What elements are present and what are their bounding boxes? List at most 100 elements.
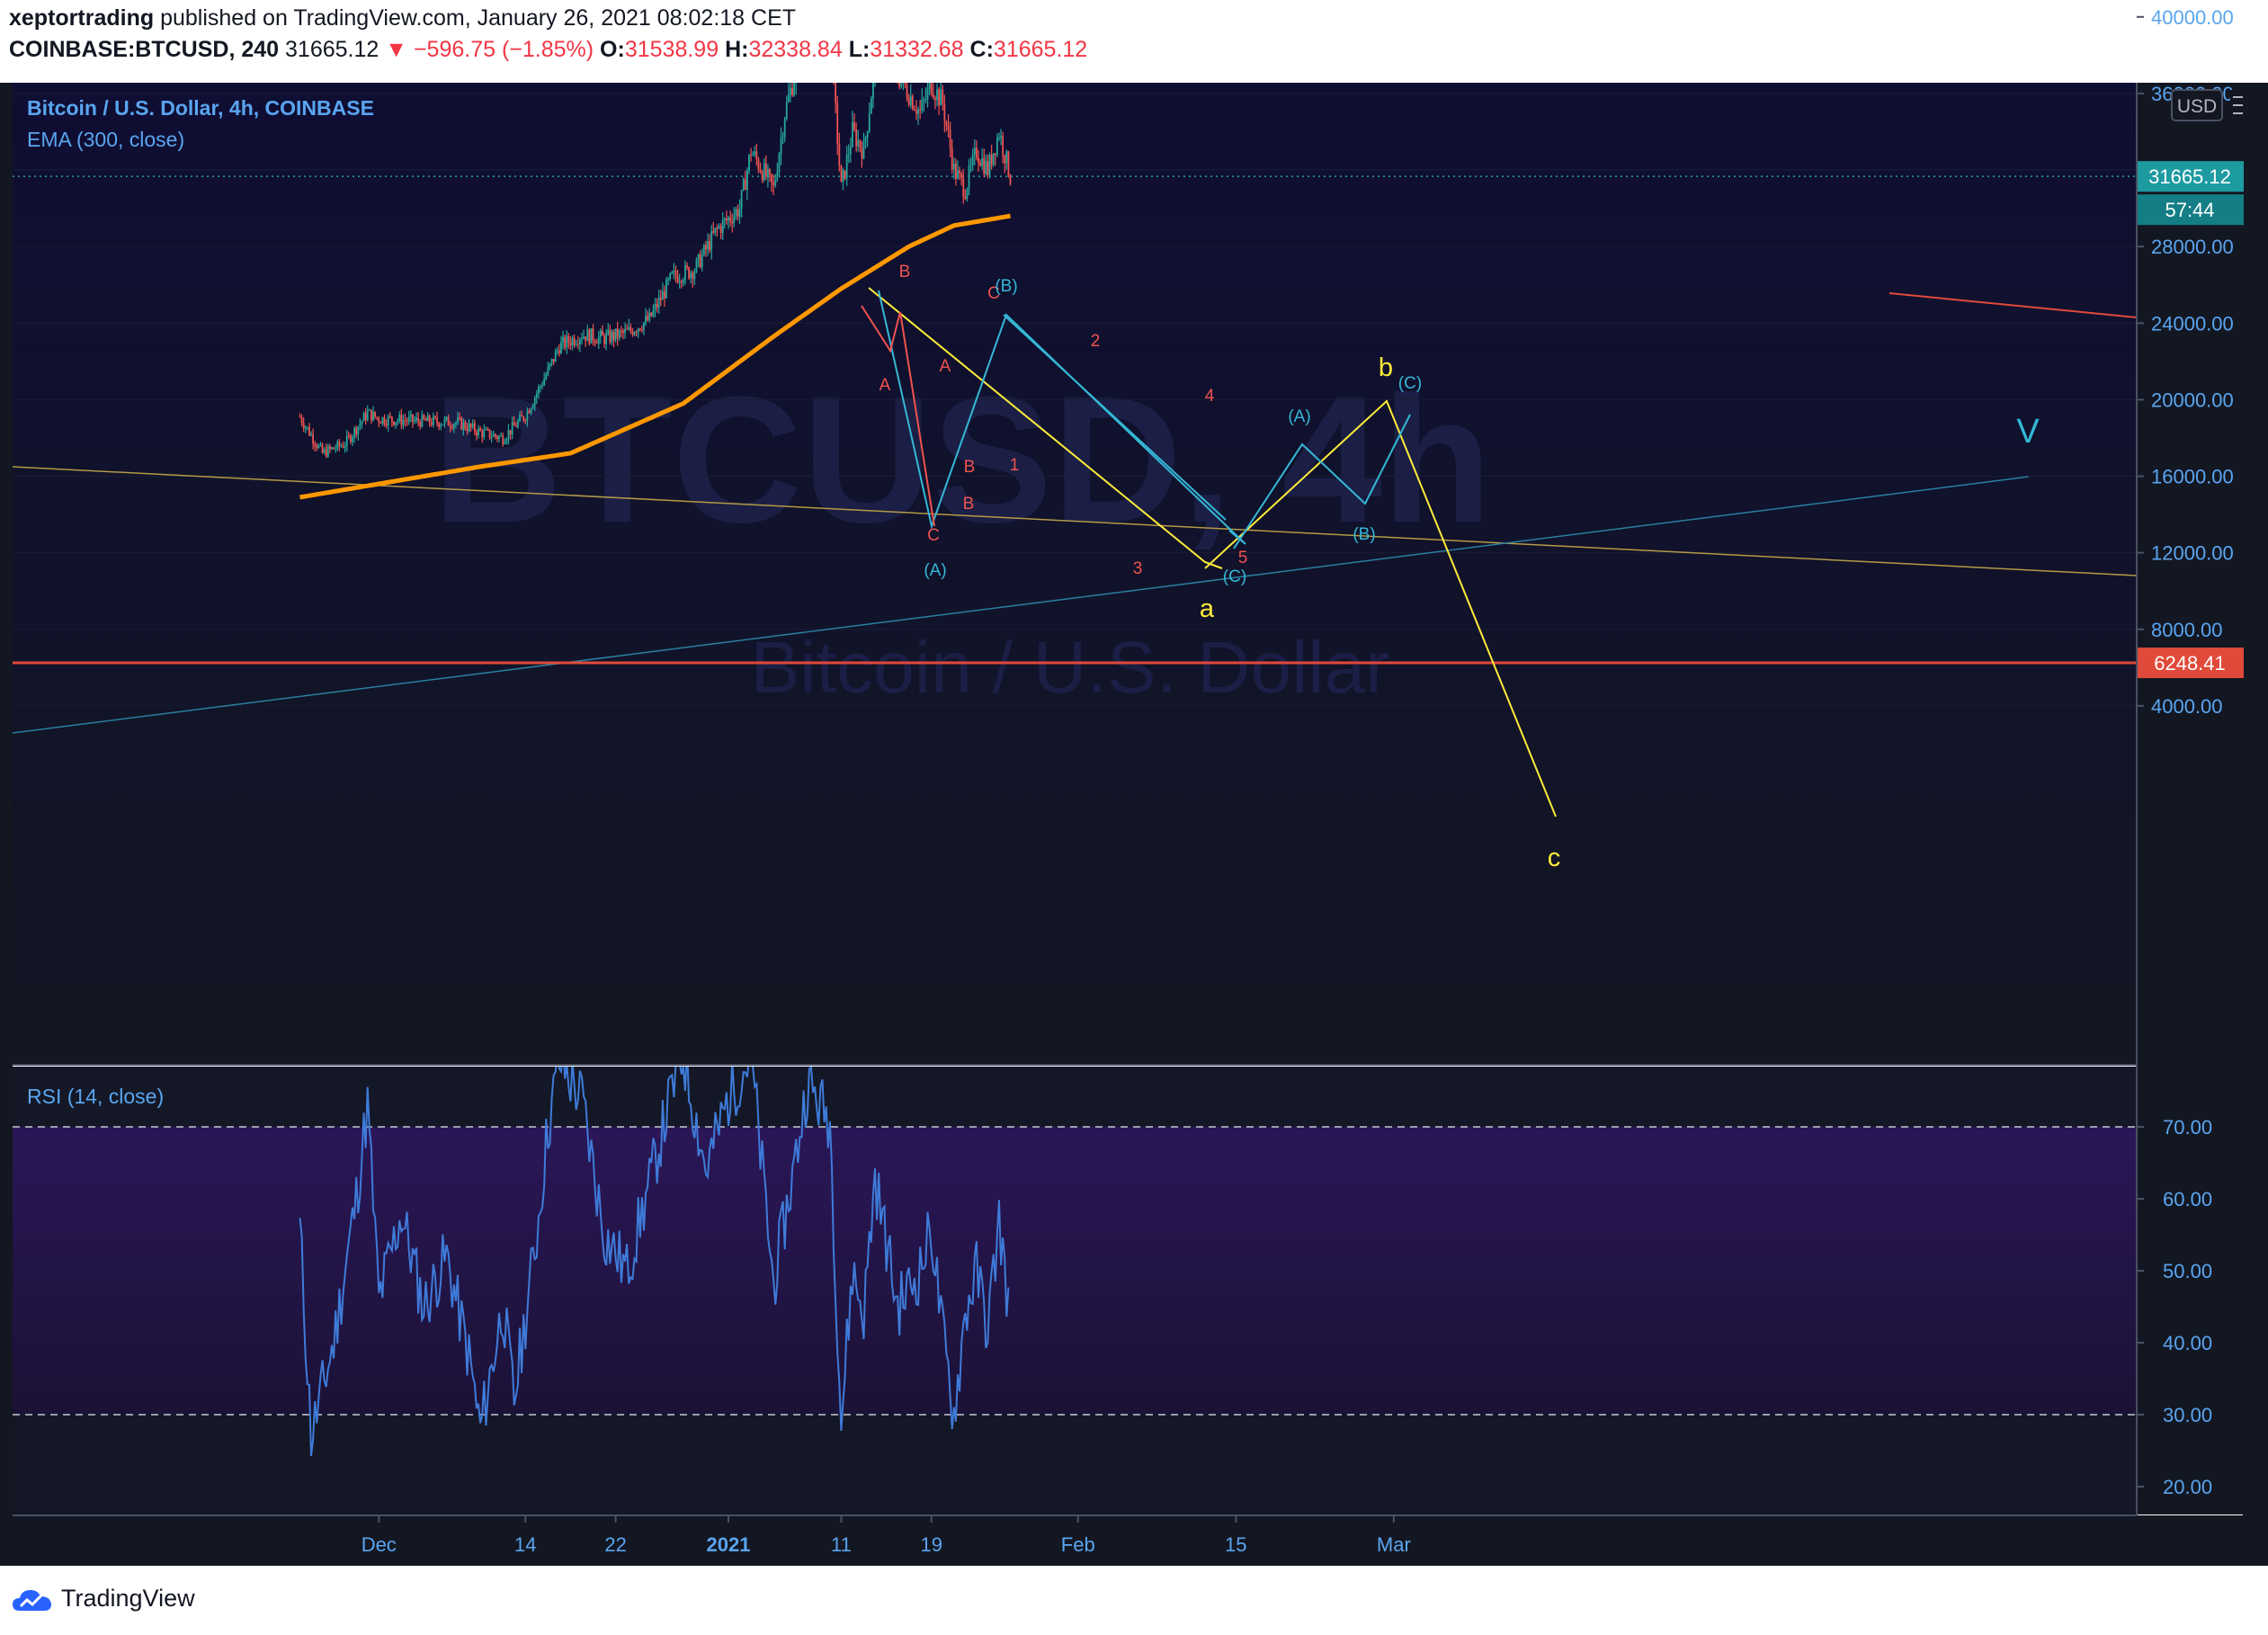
wave-label-yellow[interactable]: b <box>1379 353 1393 382</box>
ema-line[interactable] <box>299 213 1011 500</box>
last-price-label[interactable]: 31665.12 <box>2148 165 2231 188</box>
author-name[interactable]: xeptortrading <box>9 5 155 31</box>
rsi-legend[interactable]: RSI (14, close) <box>27 1085 164 1108</box>
currency-badge[interactable]: USD <box>2171 89 2223 121</box>
candle-body <box>638 328 641 330</box>
support-price-label-bg[interactable] <box>2138 648 2244 679</box>
candle-body <box>774 179 777 186</box>
time-axis-panel[interactable] <box>13 1515 2243 1566</box>
watermark-symbol: BTCUSD, 4h <box>433 360 1492 560</box>
elliott-red-subwave[interactable] <box>861 305 935 527</box>
wave-label-red[interactable]: B <box>963 495 975 514</box>
wave-label-red[interactable]: 4 <box>1205 387 1215 406</box>
candle-body <box>857 139 860 147</box>
candle-body <box>891 34 893 52</box>
wave-label-red[interactable]: A <box>940 357 951 376</box>
wave-label-cyan[interactable]: (A) <box>924 561 946 580</box>
bar-countdown-label[interactable]: 57:44 <box>2165 199 2214 221</box>
wave-label-red[interactable]: C <box>927 526 940 545</box>
last-price-label-bg[interactable] <box>2138 161 2244 192</box>
tradingview-logo[interactable]: TradingView <box>11 1585 195 1613</box>
wave-label-cyan[interactable]: (C) <box>1398 374 1422 393</box>
candle-body <box>928 83 931 89</box>
price-axis-panel[interactable] <box>2138 83 2243 1514</box>
candle-body <box>398 415 401 421</box>
wave-label-red[interactable]: B <box>964 458 976 477</box>
candle-body <box>650 312 653 317</box>
candle-body <box>975 147 978 158</box>
candle-body <box>462 422 465 430</box>
resistance-trendline[interactable] <box>1889 292 2137 318</box>
candle-body <box>943 103 946 121</box>
candle-body <box>432 416 434 425</box>
wave-label-red[interactable]: 2 <box>1091 332 1101 351</box>
elliott-yellow-channel-line[interactable] <box>868 287 1223 569</box>
candle-body <box>569 342 572 346</box>
candle-body <box>479 428 482 432</box>
candle-body <box>904 83 906 85</box>
wave-label-red[interactable]: B <box>899 263 911 281</box>
candle-body <box>586 329 589 342</box>
wave-label-cyan[interactable]: (B) <box>995 277 1017 296</box>
candle-body <box>866 130 869 138</box>
candle-body <box>893 48 895 53</box>
wave-label-cyan[interactable]: (B) <box>1353 525 1375 544</box>
time-tick-label: 19 <box>920 1533 942 1556</box>
candle-body <box>395 422 397 425</box>
elliott-yellow-wave[interactable] <box>1204 399 1557 818</box>
ascending-trendline[interactable] <box>13 476 2030 734</box>
wave-label-yellow[interactable]: a <box>1200 594 1215 623</box>
candle-body <box>801 40 803 65</box>
candle-body <box>886 21 888 37</box>
candle-body <box>344 446 346 448</box>
candle-body <box>671 272 674 273</box>
chart-legend-title[interactable]: Bitcoin / U.S. Dollar, 4h, COINBASE <box>27 96 374 120</box>
elliott-cyan-projection[interactable] <box>1233 414 1411 549</box>
wave-label-cyan[interactable]: (C) <box>1223 567 1246 586</box>
candle-body <box>874 57 876 75</box>
candle-body <box>312 433 315 444</box>
wave-label-red[interactable]: 5 <box>1238 549 1248 567</box>
ema-legend[interactable]: EMA (300, close) <box>27 128 184 151</box>
candle-body <box>588 329 591 344</box>
candle-body <box>602 330 603 336</box>
candle-body <box>870 98 872 114</box>
candle-body <box>424 418 427 422</box>
wave-label-cyan[interactable]: V <box>2016 413 2040 451</box>
wave-label-red[interactable]: A <box>880 376 891 395</box>
elliott-cyan-channel-upper[interactable] <box>1003 314 1227 521</box>
candle-body <box>426 415 429 422</box>
candle-body <box>379 422 382 424</box>
candle-body <box>710 231 713 251</box>
wave-label-cyan[interactable]: (A) <box>1288 407 1310 426</box>
candle-body <box>1000 136 1002 138</box>
candle-body <box>400 415 403 425</box>
candle-body <box>583 336 585 339</box>
wave-label-yellow[interactable]: c <box>1548 844 1561 872</box>
candle-body <box>317 445 320 448</box>
candle-body <box>695 259 698 272</box>
bar-countdown-label-bg[interactable] <box>2138 194 2244 226</box>
candle-body <box>517 421 519 427</box>
candle-body <box>947 125 950 130</box>
support-price-label[interactable]: 6248.41 <box>2154 652 2226 675</box>
wave-label-red[interactable]: 1 <box>1010 456 1020 475</box>
candle-body <box>674 270 677 277</box>
candle-body <box>434 416 436 418</box>
wave-label-red[interactable]: 3 <box>1133 559 1143 578</box>
ohlc-bar: COINBASE:BTCUSD, 240 31665.12 ▼ −596.75 … <box>9 37 1087 63</box>
candle-body <box>969 165 972 166</box>
wave-label-red[interactable]: C <box>987 284 1000 303</box>
scale-menu-icon[interactable] <box>2230 90 2243 121</box>
price-pane[interactable] <box>13 83 2137 1065</box>
candle-body <box>799 53 801 66</box>
candle-body <box>705 245 707 250</box>
candle-body <box>421 415 424 427</box>
time-tick-label: 14 <box>514 1533 536 1556</box>
candle-body <box>556 350 558 352</box>
candle-body <box>509 430 512 435</box>
candle-body <box>633 332 636 335</box>
candle-body <box>535 393 538 398</box>
rsi-line[interactable] <box>299 1030 1010 1457</box>
